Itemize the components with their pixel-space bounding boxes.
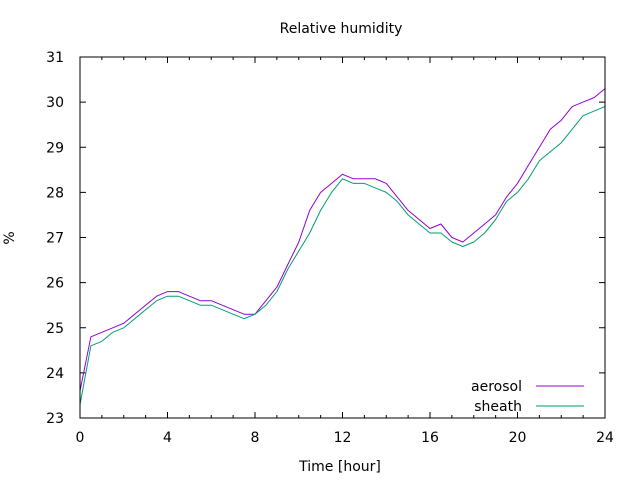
y-tick-label-4: 27 [46,231,64,247]
x-tick-label-0: 0 [76,430,85,446]
y-axis-label: % [2,231,18,244]
y-tick-label-5: 28 [46,185,64,201]
y-tick-label-0: 23 [46,411,64,427]
y-tick-label-3: 26 [46,276,64,292]
x-tick-label-6: 24 [596,430,614,446]
y-tick-label-8: 31 [46,50,64,66]
y-tick-label-1: 24 [46,366,64,382]
plot-frame [79,56,606,419]
y-tick-label-7: 30 [46,95,64,111]
legend-label-aerosol: aerosol [471,379,522,395]
x-tick-label-1: 4 [163,430,172,446]
x-tick-label-3: 12 [334,430,352,446]
series-line-aerosol [79,88,606,391]
x-tick-label-5: 20 [509,430,527,446]
tick-labels: 0 4 8 12 16 20 24 23 24 25 26 27 28 29 30 31 [46,50,614,446]
chart-title: Relative humidity [280,21,403,37]
series-line-sheath [79,106,606,405]
y-tick-label-2: 25 [46,321,64,337]
x-tick-label-2: 8 [251,430,260,446]
x-axis-label: Time [hour] [298,459,381,475]
axis-ticks [79,56,606,419]
plot-area [79,88,606,405]
y-tick-label-6: 29 [46,140,64,156]
legend: aerosol sheath [471,379,584,415]
x-tick-label-4: 16 [421,430,439,446]
legend-label-sheath: sheath [474,399,522,415]
